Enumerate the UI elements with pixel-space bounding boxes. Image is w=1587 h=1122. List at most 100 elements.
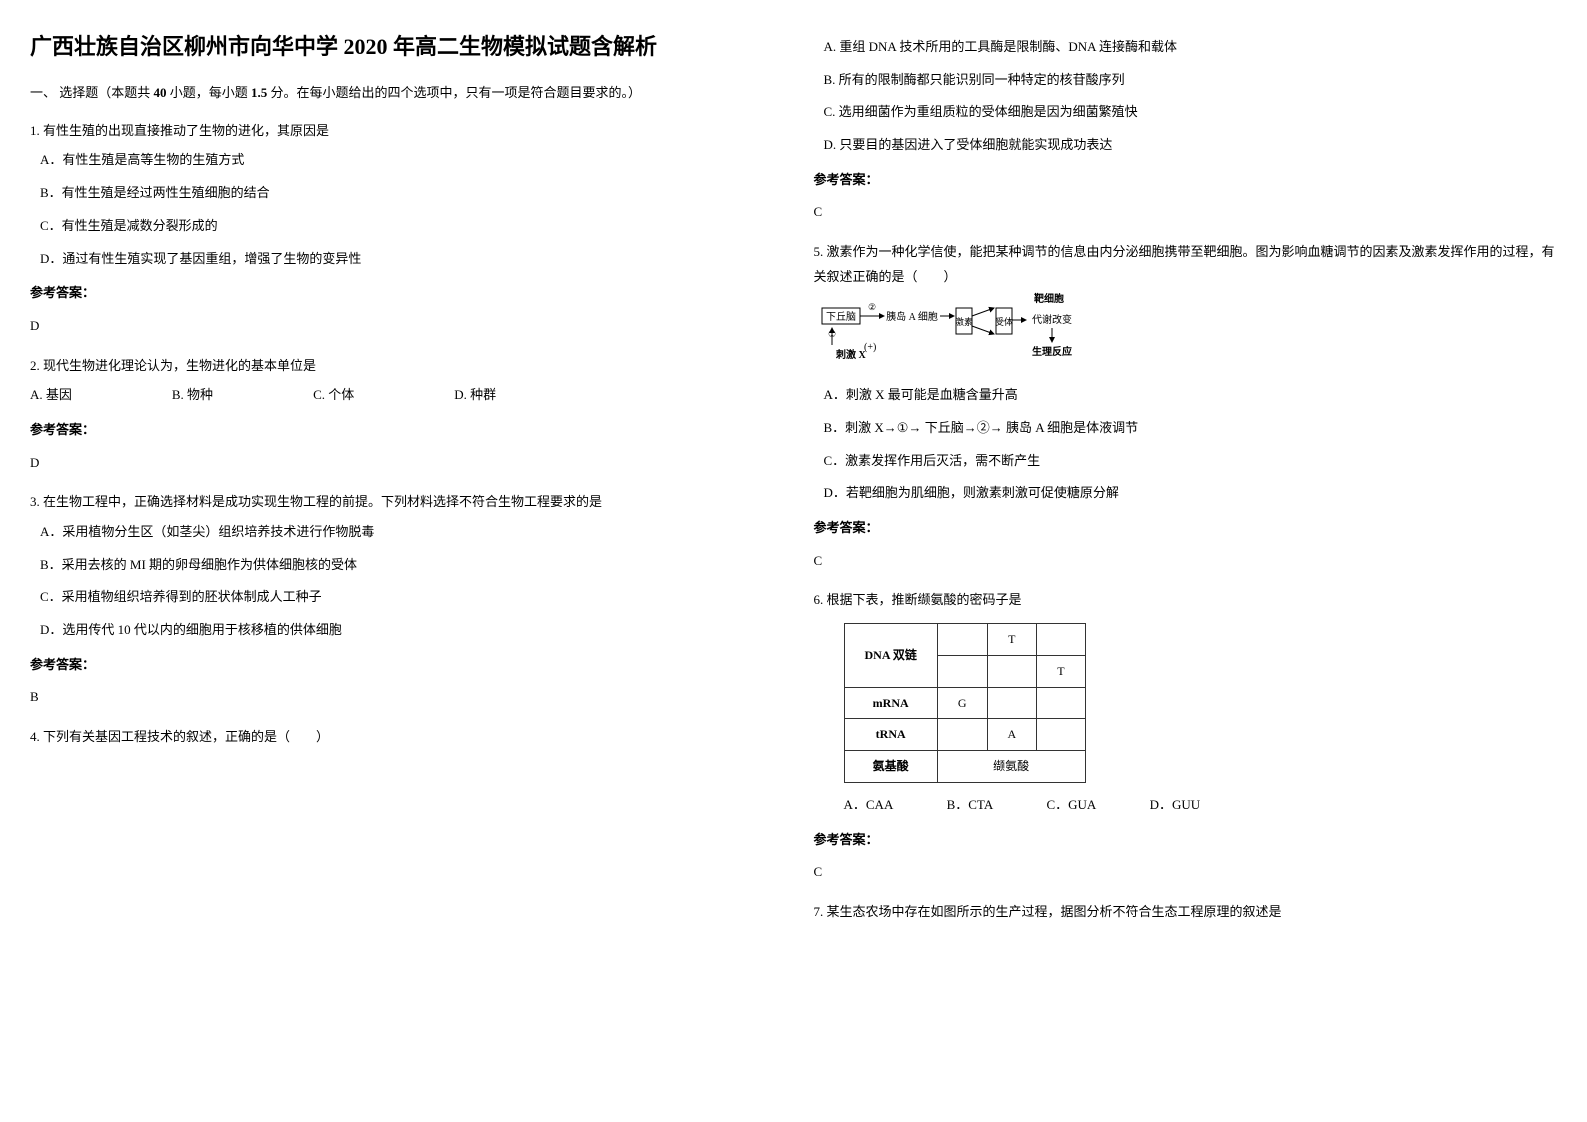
node-plus: (+) [864,342,876,353]
dna-r1c3 [1037,624,1085,656]
q5-options: A．刺激 X 最可能是血糖含量升高 B．刺激 X→①→ 下丘脑→②→ 胰岛 A … [814,383,1558,506]
q6-opt-d: D．GUU [1150,793,1201,818]
node-target: 靶细胞 [1034,292,1064,305]
dna-r2c2 [987,655,1037,687]
q3-options: A．采用植物分生区（如茎尖）组织培养技术进行作物脱毒 B．采用去核的 MI 期的… [30,520,774,643]
q3-opt-a: A．采用植物分生区（如茎尖）组织培养技术进行作物脱毒 [40,520,774,545]
section-header: 一、 选择题（本题共 40 小题，每小题 1.5 分。在每小题给出的四个选项中，… [30,83,774,104]
table-row: 氨基酸 缬氨酸 [844,751,1085,783]
q1-opt-b: B．有性生殖是经过两性生殖细胞的结合 [40,181,774,206]
q1-text: 有性生殖的出现直接推动了生物的进化，其原因是 [43,123,329,138]
mrna-c2 [987,687,1037,719]
dna-header: DNA 双链 [844,624,937,688]
q2-num: 2. [30,358,40,373]
question-2: 2. 现代生物进化理论认为，生物进化的基本单位是 A. 基因 B. 物种 C. … [30,354,774,476]
node-stimulus: 刺激 X [835,348,867,361]
section-mid2: 分。在每小题给出的四个选项中，只有一项是符合题目要求的。） [267,85,641,100]
mrna-header: mRNA [844,687,937,719]
question-4-opts: A. 重组 DNA 技术所用的工具酶是限制酶、DNA 连接酶和载体 B. 所有的… [814,35,1558,225]
q3-text: 在生物工程中，正确选择材料是成功实现生物工程的前提。下列材料选择不符合生物工程要… [43,494,602,509]
q4-opt-d: D. 只要目的基因进入了受体细胞就能实现成功表达 [824,133,1558,158]
section-prefix: 一、 选择题（本题共 [30,85,154,100]
q5-num: 5. [814,244,824,259]
q5-answer-label: 参考答案： [814,516,1558,541]
q1-num: 1. [30,123,40,138]
dna-r2c1 [937,655,987,687]
q4-num: 4. [30,729,40,744]
question-1: 1. 有性生殖的出现直接推动了生物的进化，其原因是 A．有性生殖是高等生物的生殖… [30,119,774,339]
q5-answer: C [814,549,1558,574]
q2-opt-d: D. 种群 [454,383,496,408]
node-receptor: 受体 [994,316,1012,327]
q5-diagram: 下丘脑 ② 胰岛 A 细胞 激素 受体 靶细胞 代谢改变 生理反应 [814,290,1558,379]
section-count: 40 [154,85,167,100]
q1-answer-label: 参考答案： [30,281,774,306]
right-column: A. 重组 DNA 技术所用的工具酶是限制酶、DNA 连接酶和载体 B. 所有的… [814,30,1558,940]
question-4-stem: 4. 下列有关基因工程技术的叙述，正确的是（ ） [30,725,774,750]
q5-opt-a: A．刺激 X 最可能是血糖含量升高 [824,383,1558,408]
question-3: 3. 在生物工程中，正确选择材料是成功实现生物工程的前提。下列材料选择不符合生物… [30,490,774,710]
hormone-diagram-svg: 下丘脑 ② 胰岛 A 细胞 激素 受体 靶细胞 代谢改变 生理反应 [814,290,1094,370]
q6-table-wrap: DNA 双链 T T mRNA G [844,623,1558,783]
q2-opt-a: A. 基因 [30,383,72,408]
q3-opt-c: C．采用植物组织培养得到的胚状体制成人工种子 [40,585,774,610]
q4-options: A. 重组 DNA 技术所用的工具酶是限制酶、DNA 连接酶和载体 B. 所有的… [814,35,1558,158]
q6-opt-a: A．CAA [844,793,894,818]
q3-num: 3. [30,494,40,509]
node-hypothalamus: 下丘脑 [826,310,856,323]
section-mid1: 小题，每小题 [167,85,252,100]
node-metabolism: 代谢改变 [1032,313,1072,326]
question-5: 5. 激素作为一种化学信使，能把某种调节的信息由内分泌细胞携带至靶细胞。图为影响… [814,240,1558,573]
q4-answer: C [814,200,1558,225]
arrow2-label: ② [867,302,875,312]
q3-answer: B [30,685,774,710]
q1-answer: D [30,314,774,339]
dna-r2c3: T [1037,655,1085,687]
mrna-c3 [1037,687,1085,719]
q4-opt-a: A. 重组 DNA 技术所用的工具酶是限制酶、DNA 连接酶和载体 [824,35,1558,60]
trna-c3 [1037,719,1085,751]
q3-opt-b: B．采用去核的 MI 期的卵母细胞作为供体细胞核的受体 [40,553,774,578]
q6-text: 根据下表，推断缬氨酸的密码子是 [827,592,1022,607]
q6-num: 6. [814,592,824,607]
q4-opt-c: C. 选用细菌作为重组质粒的受体细胞是因为细菌繁殖快 [824,100,1558,125]
q4-text: 下列有关基因工程技术的叙述，正确的是（ ） [43,729,329,744]
q7-num: 7. [814,904,824,919]
q1-opt-c: C．有性生殖是减数分裂形成的 [40,214,774,239]
q2-text: 现代生物进化理论认为，生物进化的基本单位是 [43,358,316,373]
q2-answer: D [30,451,774,476]
aa-merged: 缬氨酸 [937,751,1085,783]
trna-c2: A [987,719,1037,751]
node-hormone: 激素 [954,316,972,327]
table-row: tRNA A [844,719,1085,751]
question-6: 6. 根据下表，推断缬氨酸的密码子是 DNA 双链 T T [814,588,1558,885]
q7-text: 某生态农场中存在如图所示的生产过程，据图分析不符合生态工程原理的叙述是 [827,904,1282,919]
table-row: mRNA G [844,687,1085,719]
trna-c1 [937,719,987,751]
q4-answer-label: 参考答案： [814,168,1558,193]
q5-opt-d: D．若靶细胞为肌细胞，则激素刺激可促使糖原分解 [824,481,1558,506]
dna-r1c1 [937,624,987,656]
table-row: DNA 双链 T [844,624,1085,656]
trna-header: tRNA [844,719,937,751]
q1-opt-d: D．通过有性生殖实现了基因重组，增强了生物的变异性 [40,247,774,272]
question-7: 7. 某生态农场中存在如图所示的生产过程，据图分析不符合生态工程原理的叙述是 [814,900,1558,925]
q6-answer-label: 参考答案： [814,828,1558,853]
q6-opt-b: B．CTA [947,793,994,818]
q3-opt-d: D．选用传代 10 代以内的细胞用于核移植的供体细胞 [40,618,774,643]
q2-opt-b: B. 物种 [172,383,213,408]
q6-opt-c: C．GUA [1046,793,1096,818]
q2-opt-c: C. 个体 [313,383,354,408]
node-islet-a: 胰岛 A 细胞 [886,310,938,323]
q5-opt-b: B．刺激 X→①→ 下丘脑→②→ 胰岛 A 细胞是体液调节 [824,416,1558,441]
node-physio: 生理反应 [1032,345,1072,358]
q2-options: A. 基因 B. 物种 C. 个体 D. 种群 [30,383,774,408]
q3-answer-label: 参考答案： [30,653,774,678]
left-column: 广西壮族自治区柳州市向华中学 2020 年高二生物模拟试题含解析 一、 选择题（… [30,30,774,940]
page-title: 广西壮族自治区柳州市向华中学 2020 年高二生物模拟试题含解析 [30,30,774,63]
q5-opt-c: C．激素发挥作用后灭活，需不断产生 [824,449,1558,474]
codon-table: DNA 双链 T T mRNA G [844,623,1086,783]
q2-answer-label: 参考答案： [30,418,774,443]
aa-header: 氨基酸 [844,751,937,783]
q1-options: A．有性生殖是高等生物的生殖方式 B．有性生殖是经过两性生殖细胞的结合 C．有性… [30,148,774,271]
